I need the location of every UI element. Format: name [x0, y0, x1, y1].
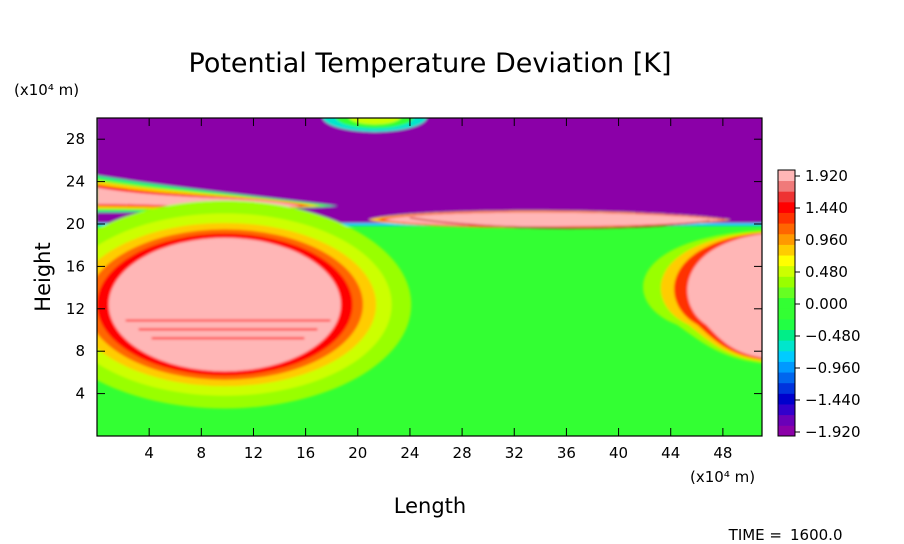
warm-bubble-core — [119, 268, 337, 320]
warm-patch-contour — [348, 118, 401, 125]
colorbar-swatch — [778, 244, 795, 256]
colorbar-swatch — [778, 191, 795, 203]
colorbar-label: 1.920 — [805, 167, 848, 185]
colorbar-swatch — [778, 170, 795, 182]
y-ticks: 4 8 12 16 20 24 28 — [66, 130, 762, 403]
y-tick-label: 20 — [66, 215, 85, 233]
colorbar-label: −0.960 — [805, 359, 861, 377]
x-ticks: 4 8 12 16 20 24 28 32 36 40 44 48 — [144, 118, 732, 462]
colorbar-swatch — [778, 180, 795, 192]
x-tick-label: 48 — [713, 444, 732, 462]
x-tick-label: 8 — [197, 444, 207, 462]
colorbar-swatch — [778, 425, 795, 437]
colorbar-swatch — [778, 382, 795, 394]
temperature-field — [97, 118, 762, 409]
colorbar-swatch — [778, 404, 795, 416]
colorbar-swatch — [778, 255, 795, 267]
y-axis-label: Height — [31, 242, 55, 311]
x-unit-label: (x10⁴ m) — [690, 468, 755, 486]
colorbar-swatch — [778, 361, 795, 373]
colorbar-swatch — [778, 233, 795, 245]
x-tick-label: 28 — [453, 444, 472, 462]
y-tick-label: 16 — [66, 257, 85, 275]
colorbar-swatch — [778, 318, 795, 330]
warm-layer-outline — [409, 217, 710, 229]
colorbar-label: 0.000 — [805, 295, 848, 313]
colorbar-swatch — [778, 350, 795, 362]
y-tick-label: 24 — [66, 173, 85, 191]
plot-frame — [96, 117, 763, 437]
x-tick-label: 4 — [144, 444, 154, 462]
colorbar-frame — [777, 169, 796, 437]
warm-layer-contour — [383, 212, 723, 227]
colorbar-swatch — [778, 201, 795, 213]
colorbar-swatch — [778, 340, 795, 352]
colorbar: 1.920 1.440 0.960 0.480 0.000 −0.480 −0.960 −1.… — [777, 167, 861, 441]
colorbar-swatch — [778, 372, 795, 384]
warm-patch-contour — [335, 118, 414, 129]
colorbar-swatch — [778, 223, 795, 235]
y-tick-label: 8 — [75, 342, 85, 360]
colorbar-label: 1.440 — [805, 199, 848, 217]
colorbar-swatch — [778, 212, 795, 224]
colorbar-swatch — [778, 329, 795, 341]
colorbar-label: −1.440 — [805, 391, 861, 409]
colorbar-swatch — [778, 287, 795, 299]
x-tick-label: 12 — [244, 444, 263, 462]
x-tick-label: 20 — [348, 444, 367, 462]
x-tick-label: 32 — [505, 444, 524, 462]
x-axis-label: Length — [394, 494, 466, 518]
colorbar-swatch — [778, 297, 795, 309]
chart-title: Potential Temperature Deviation [K] — [189, 48, 672, 79]
colorbar-label: 0.960 — [805, 231, 848, 249]
colorbar-swatch — [778, 276, 795, 288]
x-tick-label: 16 — [296, 444, 315, 462]
y-tick-label: 12 — [66, 300, 85, 318]
y-tick-label: 28 — [66, 130, 85, 148]
colorbar-label: −1.920 — [805, 423, 861, 441]
x-tick-label: 44 — [661, 444, 680, 462]
colorbar-label: 0.480 — [805, 263, 848, 281]
x-tick-label: 36 — [557, 444, 576, 462]
colorbar-label: −0.480 — [805, 327, 861, 345]
x-tick-label: 24 — [400, 444, 419, 462]
time-value: 1600.0 — [790, 526, 843, 544]
colorbar-swatch — [778, 414, 795, 426]
time-label: TIME = — [728, 526, 782, 544]
x-tick-label: 40 — [609, 444, 628, 462]
colorbar-swatches — [778, 170, 795, 437]
warm-bubble-right-contour — [687, 234, 762, 358]
colorbar-swatch — [778, 393, 795, 405]
y-unit-label: (x10⁴ m) — [14, 81, 79, 99]
colorbar-swatch — [778, 308, 795, 320]
colorbar-labels: 1.920 1.440 0.960 0.480 0.000 −0.480 −0.960 −1.… — [795, 167, 861, 441]
colorbar-swatch — [778, 265, 795, 277]
y-tick-label: 4 — [75, 385, 85, 403]
